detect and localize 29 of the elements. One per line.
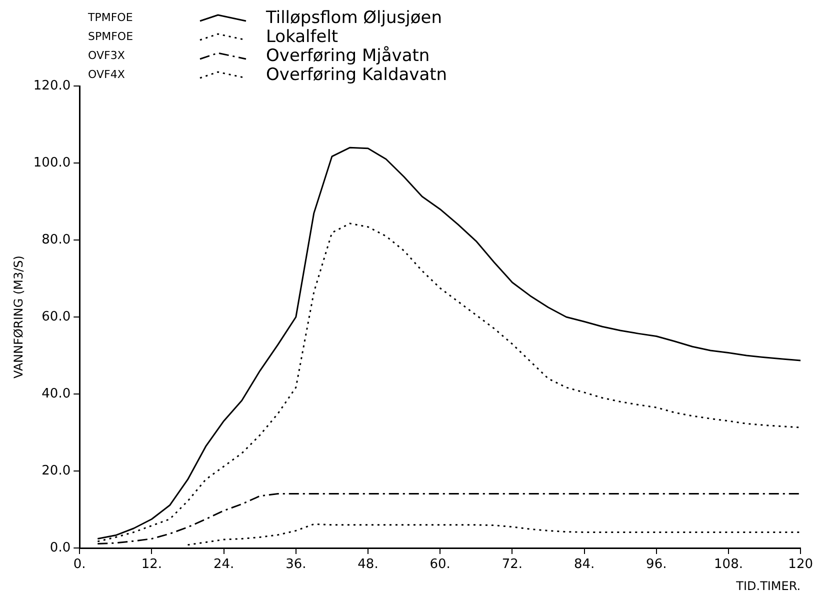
y-tick-label: 80.0 [42,232,71,248]
legend-label: Lokalfelt [266,26,338,46]
x-tick-label: 12. [141,557,162,572]
x-tick-label: 24. [213,557,234,572]
text: TPMFOE [88,11,134,24]
text: OVF4X [88,68,126,81]
text: OVF3X [88,49,126,62]
x-tick-label: 0. [73,557,86,572]
x-tick-label: 60. [430,557,450,572]
y-tick-label: 100.0 [33,155,71,170]
y-tick-label: 20.0 [42,463,71,478]
y-tick-label: 120.0 [33,78,71,94]
legend-label: Tilløpsflom Øljusjøen [266,8,442,28]
y-tick-label: 0.0 [50,540,71,556]
x-tick-label: 36. [286,557,306,572]
y-axis-title: VANNFØRING (M3/S) [11,256,26,378]
legend-label: Overføring Mjåvatn [266,46,430,66]
y-tick-label: 40.0 [42,386,71,402]
x-tick-label: 96. [646,557,667,572]
x-tick-label: 84. [574,557,595,572]
x-axis-title: TID.TIMER. [735,578,801,593]
y-tick-label: 60.0 [42,309,71,324]
x-tick-label: 72. [502,557,523,572]
x-tick-label: 48. [358,557,378,572]
line-series [187,523,801,546]
legend-label: Overføring Kaldavatn [266,64,448,84]
text: SPMFOE [88,30,134,43]
x-tick-label: 108. [714,557,743,572]
x-tick-label: 120 [788,557,814,572]
